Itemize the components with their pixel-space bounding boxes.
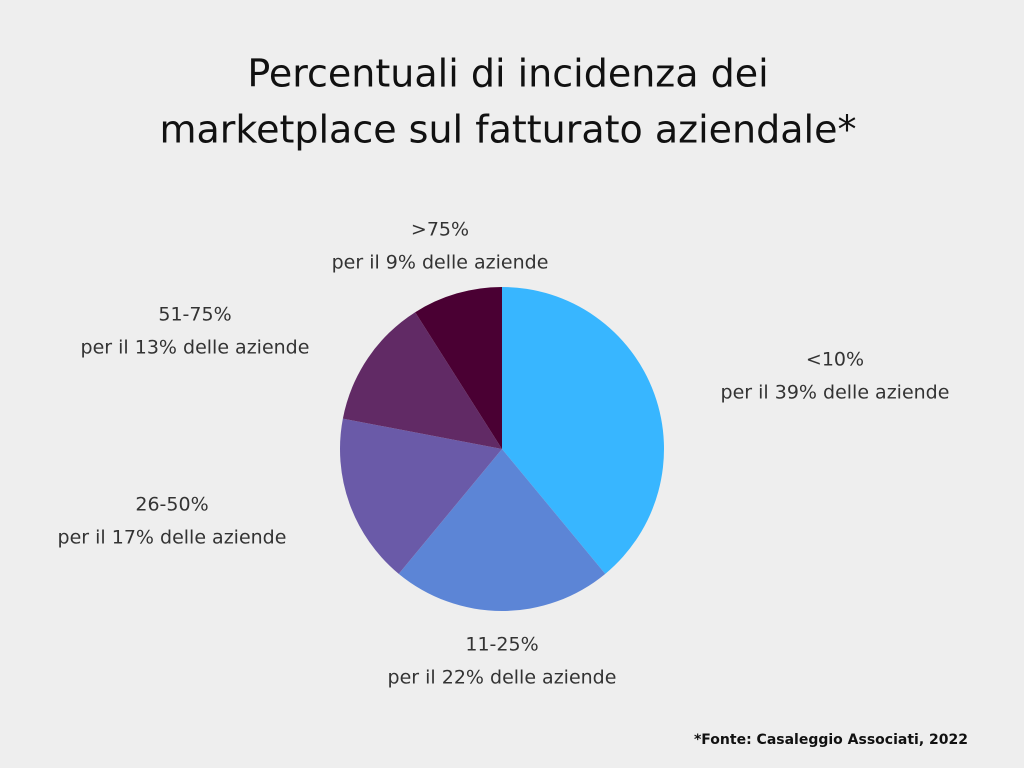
slice-category: 11-25% bbox=[465, 634, 538, 656]
slice-category: 26-50% bbox=[135, 494, 208, 516]
pie-slice bbox=[415, 287, 502, 449]
source-note: *Fonte: Casaleggio Associati, 2022 bbox=[694, 732, 968, 748]
slice-category: 51-75% bbox=[158, 304, 231, 326]
pie-slice bbox=[502, 287, 664, 574]
pie-slice bbox=[342, 312, 502, 449]
slice-value-label: per il 22% delle aziende bbox=[388, 667, 617, 689]
chart-title: Percentuali di incidenza dei bbox=[247, 52, 768, 96]
pie-slice bbox=[340, 418, 502, 574]
slice-value-label: per il 39% delle aziende bbox=[721, 382, 950, 404]
chart-title: marketplace sul fatturato aziendale* bbox=[160, 108, 857, 152]
slice-category: <10% bbox=[806, 349, 864, 371]
slice-category: >75% bbox=[411, 219, 469, 241]
pie-slice bbox=[398, 449, 606, 611]
slice-value-label: per il 9% delle aziende bbox=[332, 252, 549, 274]
slice-value-label: per il 13% delle aziende bbox=[81, 337, 310, 359]
slice-value-label: per il 17% delle aziende bbox=[58, 527, 287, 549]
